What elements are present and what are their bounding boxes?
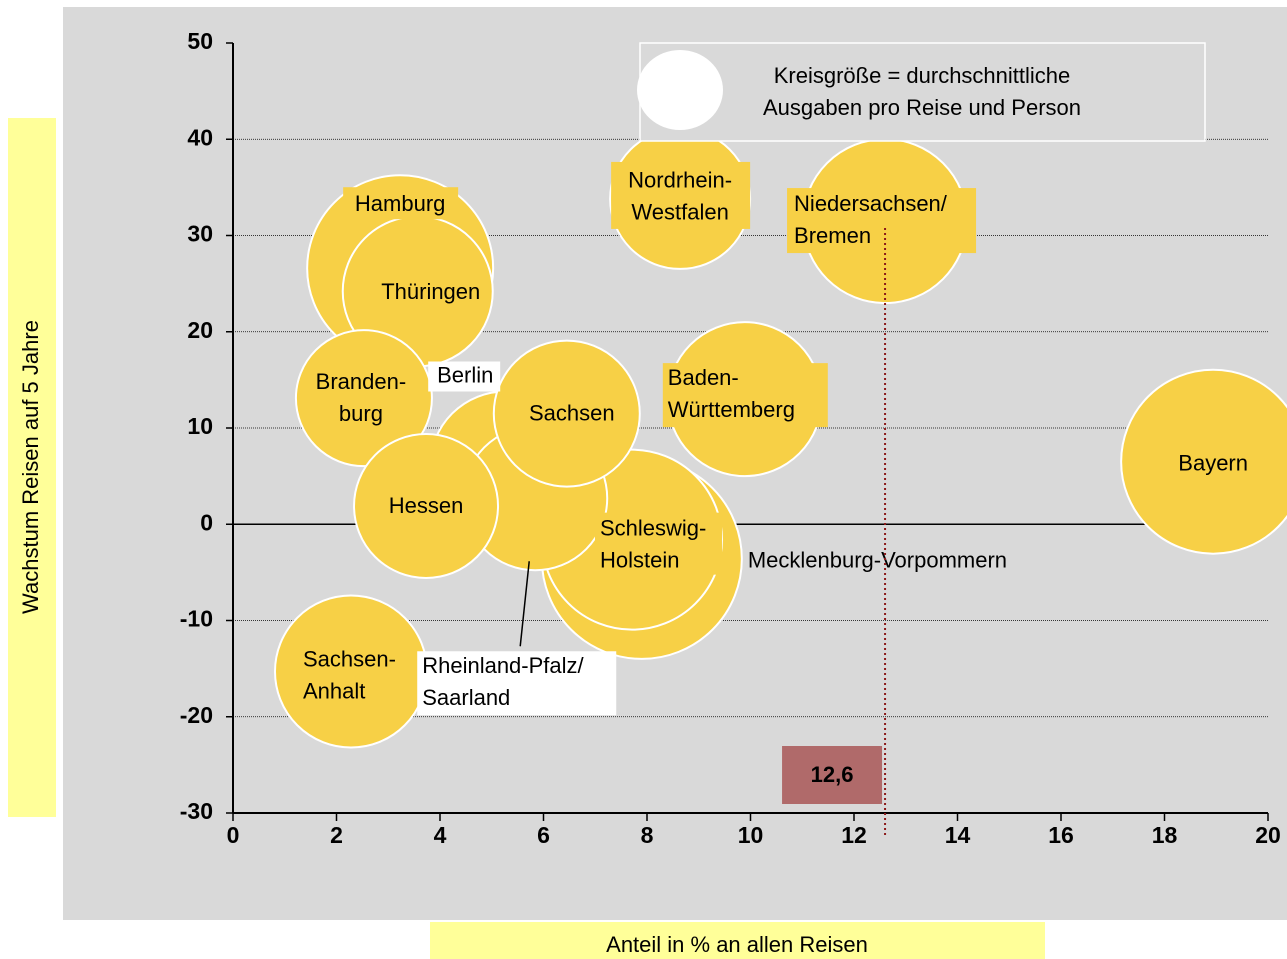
y-tick-label: 0 [200, 509, 213, 535]
x-tick-label: 14 [945, 822, 971, 848]
bubble-label: burg [339, 401, 383, 426]
label-box [343, 187, 459, 220]
label-box [417, 651, 617, 716]
y-tick-label: -20 [180, 702, 213, 728]
y-tick-label: 10 [187, 413, 213, 439]
bubble-label: Schleswig- [600, 515, 706, 540]
leader-line [519, 561, 530, 647]
x-axis-label: Anteil in % an allen Reisen [606, 932, 868, 957]
bubble [492, 339, 641, 488]
label-box [611, 161, 751, 229]
bubble [273, 594, 428, 749]
bubble-label: Branden- [316, 369, 407, 394]
bubble-label: Niedersachsen/ [794, 191, 948, 216]
bubble-label: Bayern [1178, 451, 1248, 476]
bubble [353, 432, 500, 579]
y-tick-label: -30 [180, 798, 213, 824]
x-tick-label: 16 [1048, 822, 1074, 848]
bubble-label: Hamburg [355, 191, 445, 216]
bubble-label: Mecklenburg-Vorpommern [748, 548, 1007, 573]
x-tick-label: 10 [738, 822, 764, 848]
y-tick-label: 50 [187, 28, 213, 54]
label-box [662, 363, 828, 428]
bubble-label: Rheinland-Pfalz/ [422, 653, 584, 678]
x-tick-label: 18 [1152, 822, 1178, 848]
y-tick-label: 30 [187, 221, 213, 247]
bubble-label: Berlin [437, 362, 493, 387]
y-tick-label: 40 [187, 124, 213, 150]
y-tick-label: 20 [187, 317, 213, 343]
bubble [1120, 368, 1287, 555]
y-label-box [8, 118, 56, 817]
bubble-label: Anhalt [303, 678, 365, 703]
reference-box [782, 746, 883, 804]
bubble-label: Württemberg [668, 397, 795, 422]
x-tick-label: 20 [1255, 822, 1281, 848]
x-tick-label: 2 [330, 822, 343, 848]
bubble-label: Thüringen [381, 279, 480, 304]
bubble-label: Baden- [668, 365, 739, 390]
x-tick-label: 4 [434, 822, 447, 848]
label-box [787, 188, 977, 254]
y-tick-label: -10 [180, 606, 213, 632]
x-tick-label: 12 [841, 822, 867, 848]
legend-text: Kreisgröße = durchschnittliche [774, 63, 1071, 88]
bubble-label: Sachsen- [303, 646, 396, 671]
bubble-label: Hessen [389, 493, 464, 518]
label-box [428, 361, 501, 392]
bubble [294, 329, 433, 468]
bubble-label: Holstein [600, 547, 679, 572]
bubble-label: Nordrhein- [628, 168, 732, 193]
x-tick-label: 0 [227, 822, 240, 848]
x-tick-label: 6 [537, 822, 550, 848]
legend-text: Ausgaben pro Reise und Person [763, 95, 1081, 120]
bubble-label: Sachsen [529, 400, 615, 425]
label-box [594, 512, 722, 575]
legend-circle [637, 50, 723, 130]
reference-label: 12,6 [811, 762, 854, 787]
legend-box [639, 42, 1206, 142]
bubble-label: Saarland [422, 685, 510, 710]
x-tick-label: 8 [641, 822, 654, 848]
x-label-box [430, 922, 1045, 959]
y-axis-label: Wachstum Reisen auf 5 Jahre [18, 320, 43, 614]
bubble-label: Bremen [794, 223, 871, 248]
bubble-label: Westfalen [631, 200, 728, 225]
